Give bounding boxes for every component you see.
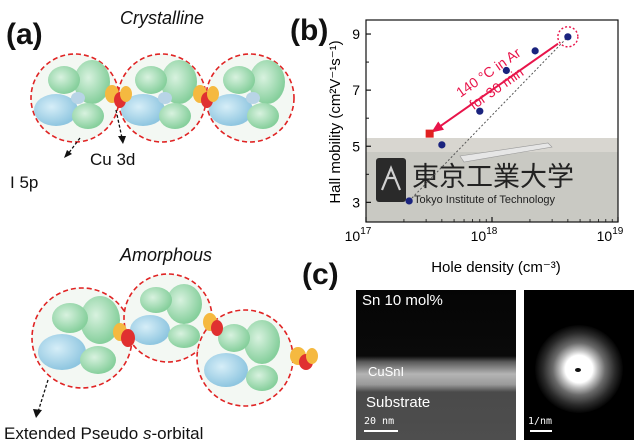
cu-3d-orbitals — [105, 85, 219, 108]
crystalline-unit-2 — [117, 53, 207, 143]
crystalline-title: Crystalline — [120, 8, 205, 28]
annealing-arrow-head — [431, 121, 444, 133]
y-tick-label: 5 — [352, 138, 360, 154]
x-tick-label: 1017 — [345, 226, 372, 244]
annealing-arrow — [435, 42, 559, 130]
extended-label-s: s — [142, 424, 152, 443]
scale-label-diffraction: 1/nm — [528, 416, 553, 427]
scale-bar-real — [364, 430, 398, 432]
data-point — [531, 47, 539, 55]
x-tick-label: 1019 — [597, 226, 624, 244]
tem-image: Sn 10 mol% CuSnI Substrate 20 nm — [356, 290, 516, 440]
x-axis-label: Hole density (cm⁻³) — [431, 259, 561, 276]
amorphous-cu-orbitals — [113, 313, 318, 370]
x-tick-label: 1018 — [471, 226, 498, 244]
hall-mobility-chart: 東京工業大学 Tokyo Institute of Technology 3 5 7… — [327, 19, 624, 276]
substrate-label: Substrate — [366, 394, 431, 411]
amorphous-unit-2 — [123, 273, 213, 363]
logo-english: Tokyo Institute of Technology — [414, 194, 556, 206]
cusni-layer-label: CuSnI — [368, 364, 405, 379]
logo-kanji: 東京工業大学 — [412, 162, 574, 193]
scale-label-real: 20 nm — [364, 416, 395, 427]
data-point — [564, 33, 572, 41]
composition-label: Sn 10 mol% — [362, 292, 443, 309]
crystalline-unit-3 — [205, 53, 295, 143]
amorphous-unit-1 — [31, 287, 133, 389]
extended-label-prefix: Extended Pseudo — [4, 424, 143, 443]
crystalline-orbital-illustration — [30, 53, 295, 158]
highlight-circle — [557, 26, 579, 48]
heated-point — [425, 129, 434, 138]
y-tick-label: 9 — [352, 26, 360, 42]
tokyo-tech-logo: 東京工業大学 Tokyo Institute of Technology — [376, 158, 574, 206]
scale-bar-diffraction — [530, 430, 552, 432]
amorphous-title: Amorphous — [120, 245, 213, 265]
panel-b-letter: (b) — [290, 14, 329, 47]
diffraction-center-spot — [575, 368, 581, 372]
x-axis-ticks: 1017 1018 1019 — [345, 217, 624, 244]
y-tick-label: 7 — [352, 82, 360, 98]
panel-c-letter: (c) — [302, 258, 339, 291]
x-tick-base: 10 — [471, 228, 487, 244]
x-tick-base: 10 — [345, 228, 361, 244]
amorphous-unit-3 — [196, 309, 294, 407]
i-5p-label: I 5p — [10, 173, 39, 192]
extended-orbital-label: Extended Pseudo s-orbital — [4, 424, 203, 444]
data-points — [405, 33, 572, 205]
data-point — [438, 141, 446, 149]
amorphous-orbital-illustration — [31, 273, 318, 418]
data-point — [405, 197, 413, 205]
cu-3d-label: Cu 3d — [90, 150, 136, 169]
data-point — [476, 107, 484, 115]
x-tick-exp: 17 — [360, 226, 372, 237]
extended-label-suffix: -orbital — [151, 424, 204, 443]
panel-a-letter: (a) — [6, 18, 43, 51]
y-axis-ticks: 3 5 7 9 — [352, 26, 371, 210]
diffraction-pattern: 1/nm — [524, 290, 634, 440]
x-tick-exp: 18 — [486, 226, 498, 237]
y-axis-label: Hall mobility (cm²V⁻¹s⁻¹) — [327, 40, 344, 203]
x-tick-base: 10 — [597, 228, 613, 244]
x-tick-exp: 19 — [612, 226, 624, 237]
y-tick-label: 3 — [352, 194, 360, 210]
data-point — [502, 66, 510, 75]
